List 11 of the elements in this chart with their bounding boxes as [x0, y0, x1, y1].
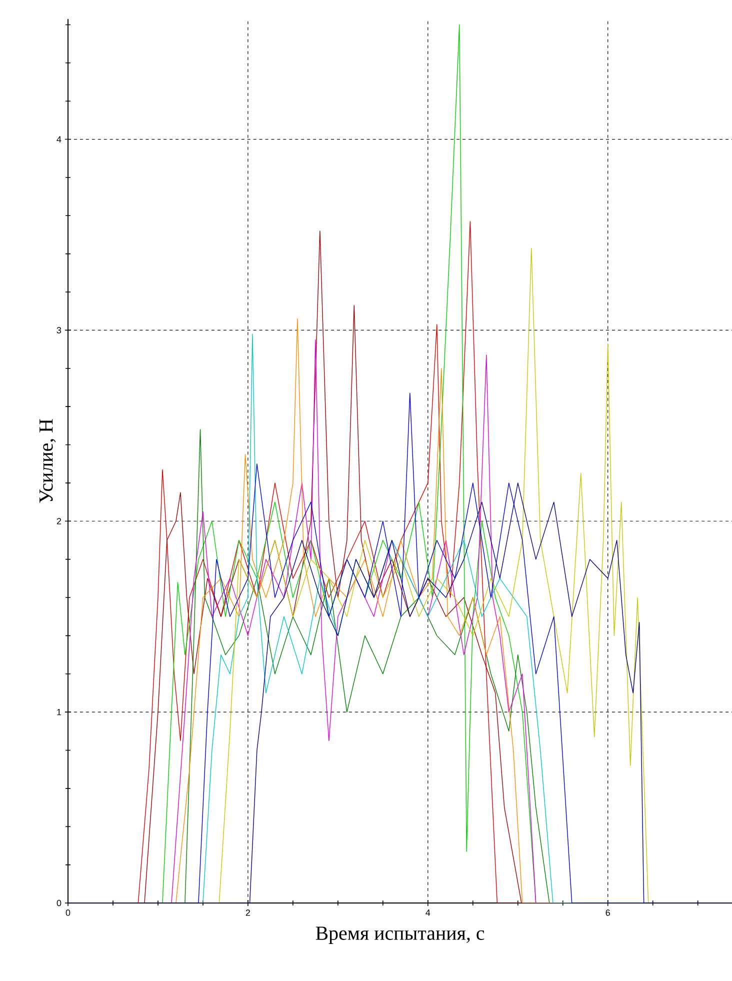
x-tick-label: 2	[246, 910, 250, 916]
x-tick-label: 4	[426, 910, 430, 916]
y-tick-label: 1	[57, 708, 62, 716]
y-tick-label: 0	[56, 900, 62, 906]
y-tick-label: 4	[56, 136, 62, 142]
y-tick-label: 2	[56, 518, 62, 524]
y-tick-label: 3	[56, 327, 62, 334]
y-axis-title: Усилие, Н	[40, 419, 56, 503]
x-axis-title: Время испытания, с	[316, 926, 484, 944]
x-tick-label: 0	[66, 910, 70, 916]
x-tick-label: 6	[606, 910, 610, 916]
